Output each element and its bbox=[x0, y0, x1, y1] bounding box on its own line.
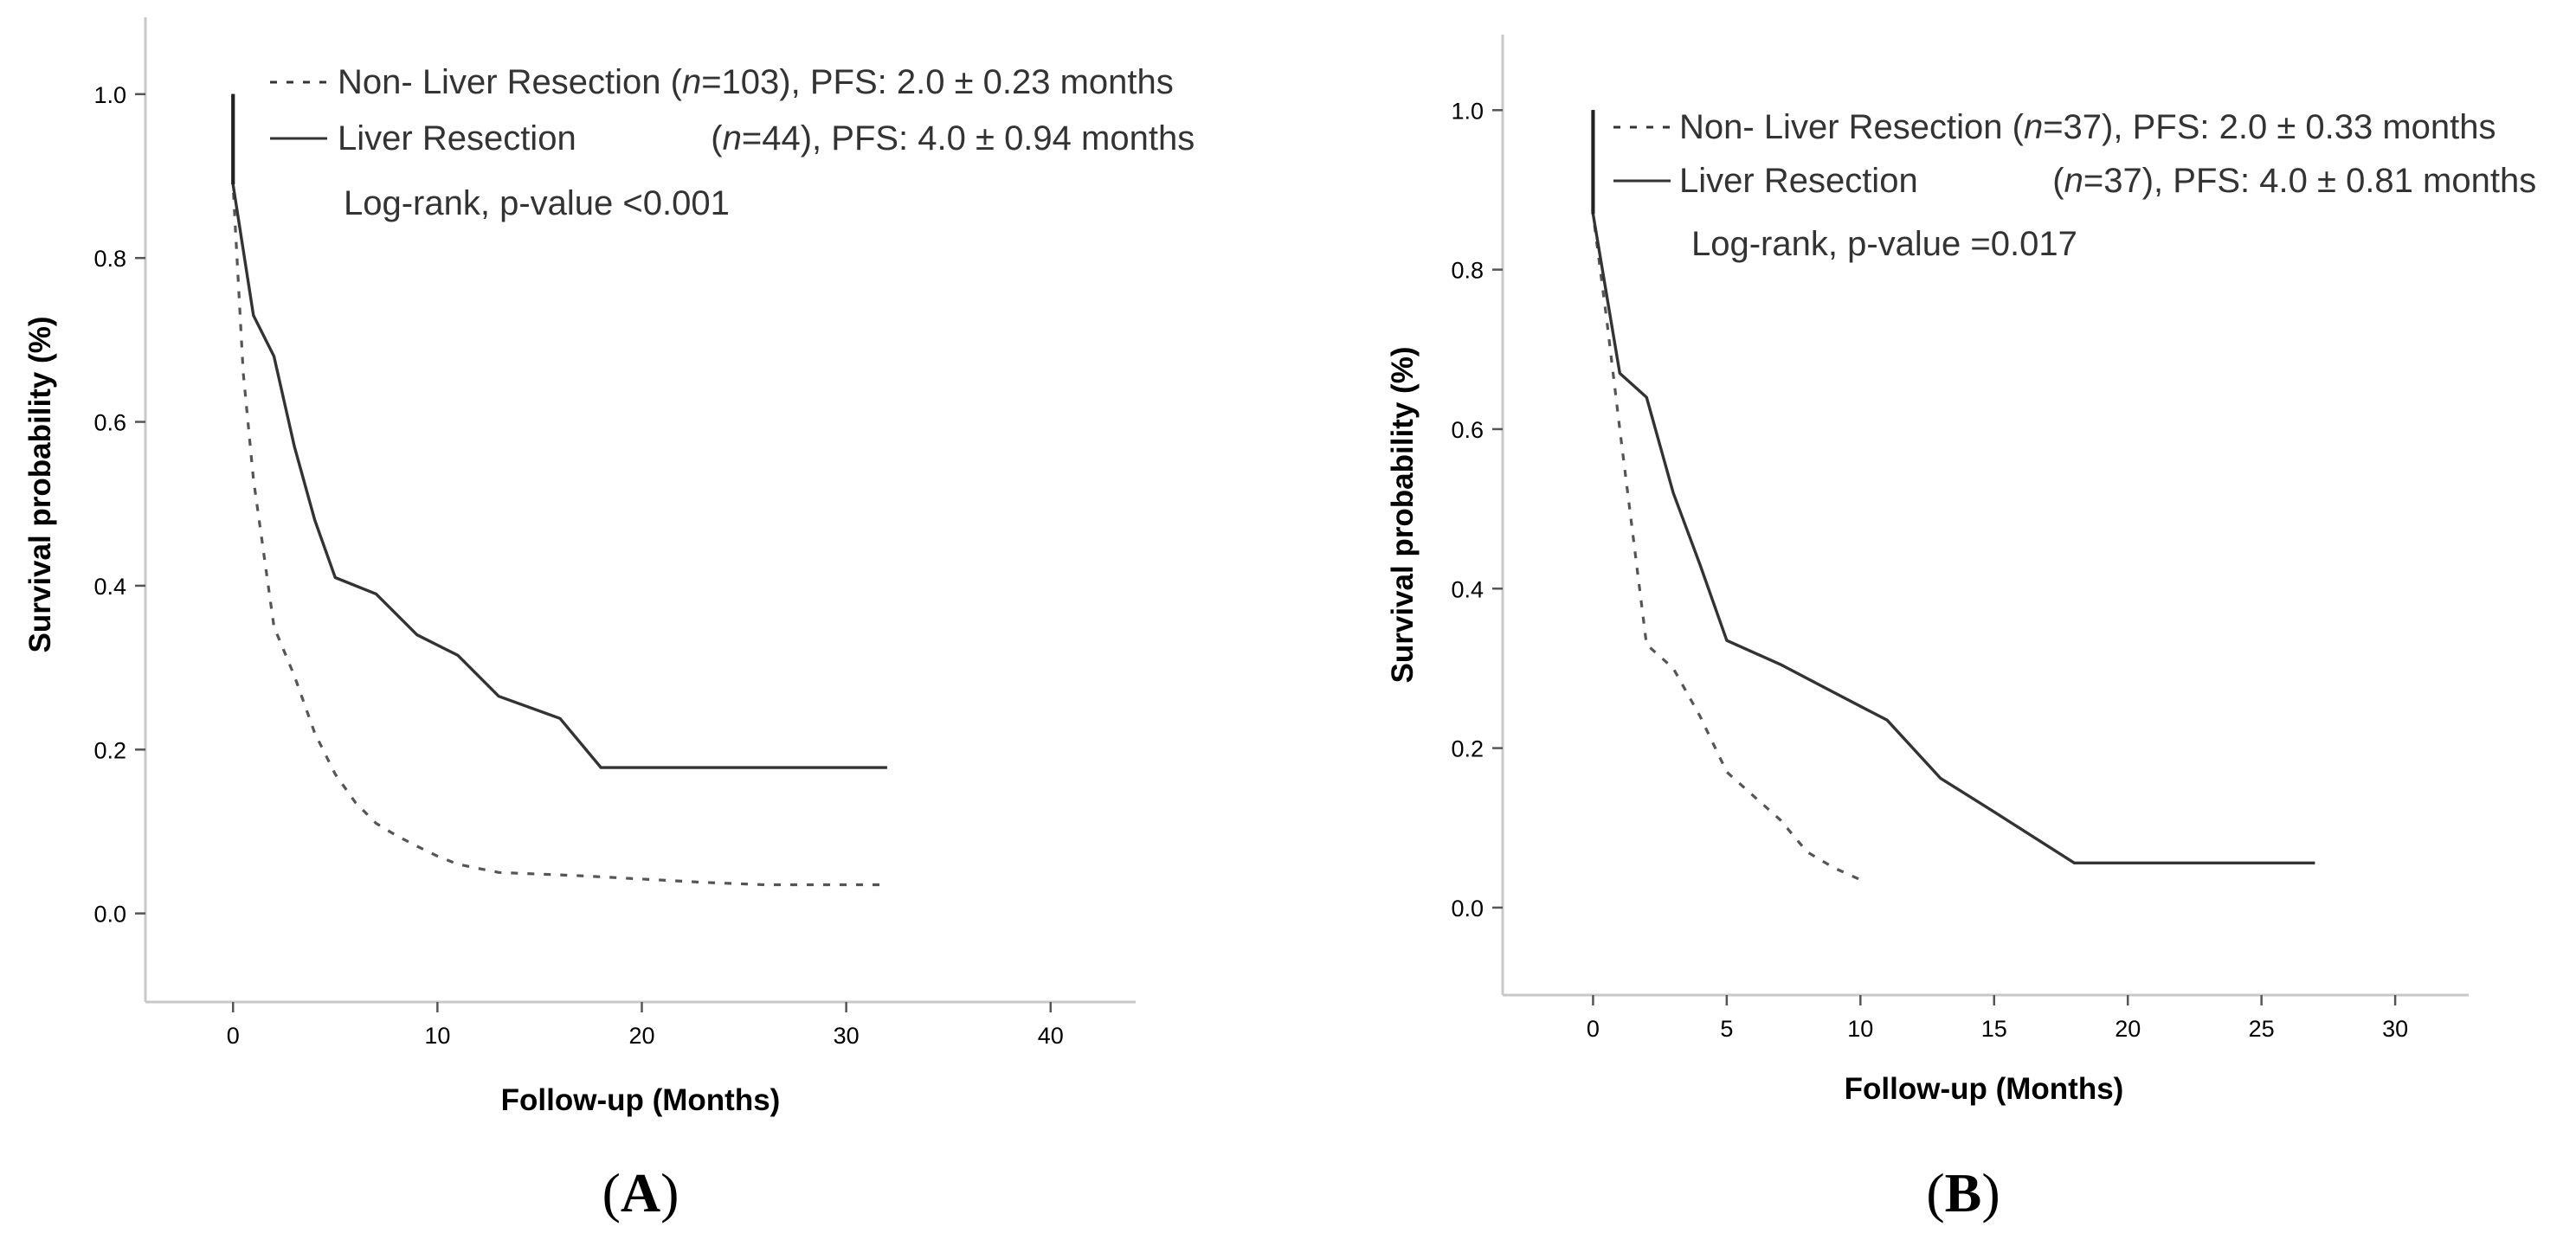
panel-b-legend-name: Liver Resection bbox=[1679, 162, 2052, 200]
panel-a-y-tick-label: 0.2 bbox=[93, 737, 126, 763]
panel-a-legend-entry: Liver Resection (n=44), PFS: 4.0 ± 0.94 … bbox=[338, 119, 1195, 157]
panel-b-y-tick-label: 0.6 bbox=[1451, 417, 1484, 443]
panel-a-label: (A) bbox=[602, 1162, 679, 1224]
panel-b-x-tick-label: 15 bbox=[1981, 1016, 2007, 1042]
panel-a-legend-n-prefix: ( bbox=[671, 63, 683, 101]
panel-a-x-tick-label: 40 bbox=[1038, 1023, 1064, 1049]
panel-b-x-tick-label: 30 bbox=[2382, 1016, 2408, 1042]
panel-a-legend-name: Non- Liver Resection bbox=[338, 63, 671, 101]
panel-b-label-close-paren: ) bbox=[1981, 1162, 2000, 1224]
panel-a-legend-n-prefix: ( bbox=[711, 119, 723, 157]
panel-b-y-tick-label: 0.2 bbox=[1451, 736, 1484, 762]
panel-b-series-liver-resection-line bbox=[1591, 110, 2315, 864]
panel-a-x-tick-label: 10 bbox=[424, 1023, 450, 1049]
panel-a-legend-n-italic: n bbox=[723, 119, 742, 157]
panel-b-chart: 0.0 0.2 0.4 0.6 0.8 1.0 0 5 10 15 20 25 30 Follow-up … bbox=[1386, 35, 2536, 1224]
panel-b-legend-n-italic: n bbox=[2024, 108, 2043, 146]
panel-b-series-non-liver-resection-line bbox=[1591, 110, 1861, 882]
panel-b-legend-stats: =37), PFS: 4.0 ± 0.81 months bbox=[2083, 162, 2536, 200]
panel-a-series-non-liver-resection-line bbox=[231, 93, 887, 887]
panel-a-legend-stats: =44), PFS: 4.0 ± 0.94 months bbox=[742, 119, 1195, 157]
panel-a-label-open-paren: ( bbox=[602, 1162, 621, 1224]
panel-a-x-tick-label: 20 bbox=[628, 1023, 654, 1049]
panel-a-x-tick-label: 0 bbox=[227, 1023, 240, 1049]
panel-a-chart: 0.0 0.2 0.4 0.6 0.8 1.0 0 10 20 30 40 Follow-up (Mo… bbox=[23, 17, 1195, 1224]
panel-b-log-rank-annotation: Log-rank, p-value =0.017 bbox=[1691, 225, 2077, 263]
panel-b-y-axis-title: Survival probability (%) bbox=[1386, 347, 1420, 684]
panel-b-label-letter: B bbox=[1945, 1162, 1982, 1224]
panel-a-label-close-paren: ) bbox=[660, 1162, 679, 1224]
panel-b-y-tick-label: 0.0 bbox=[1451, 896, 1484, 922]
panel-b-x-tick-label: 0 bbox=[1587, 1016, 1600, 1042]
panel-b-legend-n-prefix: ( bbox=[2012, 108, 2025, 146]
panel-b-legend-entry: Liver Resection (n=37), PFS: 4.0 ± 0.81 … bbox=[1679, 162, 2536, 200]
panel-a-log-rank-annotation: Log-rank, p-value <0.001 bbox=[344, 184, 730, 222]
panel-a-legend-entry: Non- Liver Resection (n=103), PFS: 2.0 ±… bbox=[338, 63, 1174, 101]
panel-a-legend-stats: =103), PFS: 2.0 ± 0.23 months bbox=[701, 63, 1174, 101]
panel-a-y-tick-label: 1.0 bbox=[93, 82, 126, 108]
panel-a-legend-n-italic: n bbox=[682, 63, 701, 101]
panel-a-series-liver-resection-line bbox=[231, 93, 887, 769]
panel-b-legend-entry: Non- Liver Resection (n=37), PFS: 2.0 ± … bbox=[1679, 108, 2496, 146]
panel-b-legend-n-prefix: ( bbox=[2052, 162, 2064, 200]
panel-b-x-tick-label: 25 bbox=[2249, 1016, 2275, 1042]
panel-a-y-tick-label: 0.4 bbox=[93, 574, 126, 600]
panel-b-legend-stats: =37), PFS: 2.0 ± 0.33 months bbox=[2043, 108, 2496, 146]
panel-a-y-tick-label: 0.8 bbox=[93, 246, 126, 272]
panel-a-y-axis-title: Survival probability (%) bbox=[23, 317, 57, 653]
panel-a-y-tick-label: 0.6 bbox=[93, 410, 126, 436]
panel-a-legend-name: Liver Resection bbox=[338, 119, 711, 157]
panel-b-y-tick-label: 1.0 bbox=[1451, 98, 1484, 124]
panel-b-legend-n-italic: n bbox=[2064, 162, 2083, 200]
panel-b-x-tick-label: 10 bbox=[1847, 1016, 1873, 1042]
panel-a-y-tick-label: 0.0 bbox=[93, 902, 126, 928]
panel-b-x-tick-label: 5 bbox=[1720, 1016, 1733, 1042]
panel-b-y-tick-label: 0.4 bbox=[1451, 576, 1484, 602]
panel-a-x-tick-label: 30 bbox=[834, 1023, 860, 1049]
panel-a-x-axis-title: Follow-up (Months) bbox=[501, 1083, 781, 1117]
panel-b-legend-name: Non- Liver Resection bbox=[1679, 108, 2012, 146]
panel-a-label-letter: A bbox=[621, 1162, 660, 1224]
panel-b-x-axis-title: Follow-up (Months) bbox=[1845, 1072, 2124, 1106]
panel-b-y-tick-label: 0.8 bbox=[1451, 258, 1484, 284]
panel-b-x-tick-label: 20 bbox=[2115, 1016, 2141, 1042]
panel-b-label-open-paren: ( bbox=[1926, 1162, 1944, 1224]
panel-b-label: (B) bbox=[1926, 1162, 2000, 1224]
